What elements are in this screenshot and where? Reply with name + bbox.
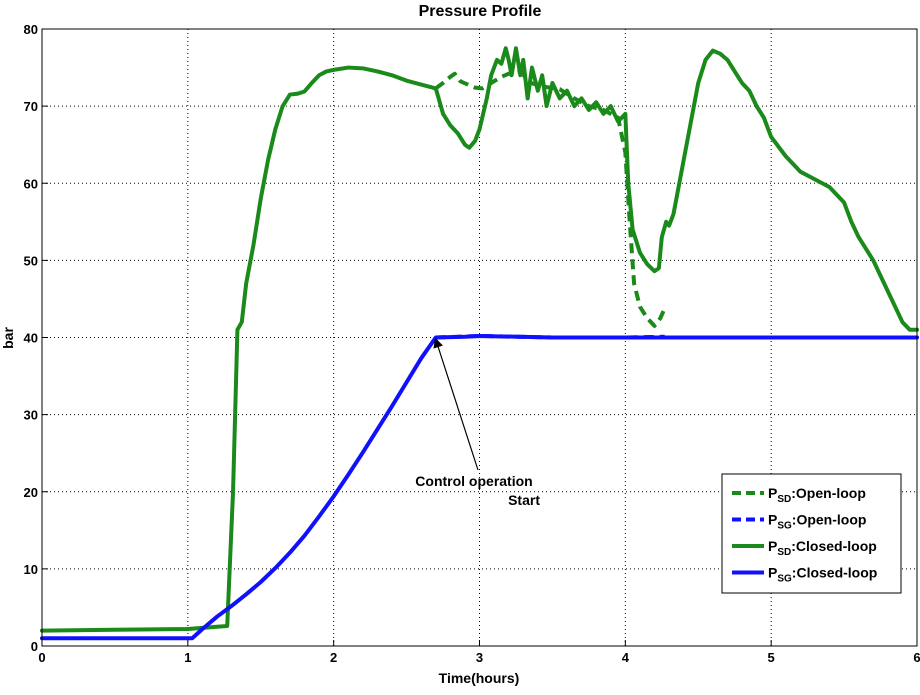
x-tick-label: 4 — [622, 650, 630, 665]
series-line-sd-open-loop — [434, 69, 667, 328]
series-layer — [40, 46, 919, 641]
x-tick-label: 1 — [184, 650, 191, 665]
x-tick-label: 3 — [476, 650, 483, 665]
x-axis-label: Time(hours) — [439, 670, 520, 686]
x-tick-label: 5 — [768, 650, 775, 665]
legend-label: PSG:Open-loop — [768, 512, 866, 532]
annotation-line2: Start — [508, 492, 540, 508]
y-tick-label: 40 — [24, 331, 38, 346]
chart-title: Pressure Profile — [419, 3, 542, 20]
y-tick-label: 0 — [31, 639, 38, 654]
legend-label-suffix: :Closed-loop — [792, 565, 878, 581]
legend-label: PSD:Closed-loop — [768, 538, 877, 558]
y-tick-label: 10 — [24, 562, 38, 577]
legend-label-main: P — [768, 565, 777, 581]
legend: PSD:Open-loopPSG:Open-loopPSD:Closed-loo… — [721, 473, 902, 594]
x-tick-label: 6 — [913, 650, 920, 665]
legend-label-subscript: SD — [777, 494, 791, 505]
y-tick-label: 20 — [24, 485, 38, 500]
legend-label-main: P — [768, 512, 777, 528]
legend-label-suffix: :Open-loop — [792, 512, 867, 528]
y-tick-label: 30 — [24, 408, 38, 423]
legend-label-main: P — [768, 538, 777, 554]
legend-label-subscript: SG — [777, 521, 792, 532]
annotation-line1: Control operation — [415, 473, 532, 489]
legend-label: PSG:Closed-loop — [768, 565, 877, 585]
legend-label: PSD:Open-loop — [768, 485, 866, 505]
y-tick-label: 80 — [24, 22, 38, 37]
annotation-arrow — [433, 337, 479, 471]
series-line-sg-open-loop — [435, 333, 665, 340]
legend-label-suffix: :Closed-loop — [791, 538, 877, 554]
x-tick-label: 2 — [330, 650, 337, 665]
y-tick-label: 60 — [24, 176, 38, 191]
legend-label-subscript: SD — [777, 547, 791, 558]
y-tick-label: 50 — [24, 253, 38, 268]
legend-label-main: P — [768, 485, 777, 501]
legend-label-suffix: :Open-loop — [791, 485, 866, 501]
annotation: Control operation Start — [415, 337, 540, 508]
x-tick-label: 0 — [38, 650, 45, 665]
y-tick-label: 70 — [24, 99, 38, 114]
legend-items: PSD:Open-loopPSG:Open-loopPSD:Closed-loo… — [732, 485, 877, 585]
series-line-sd-closed-loop — [40, 46, 919, 633]
y-axis-label: bar — [0, 327, 16, 349]
legend-label-subscript: SG — [777, 574, 792, 585]
